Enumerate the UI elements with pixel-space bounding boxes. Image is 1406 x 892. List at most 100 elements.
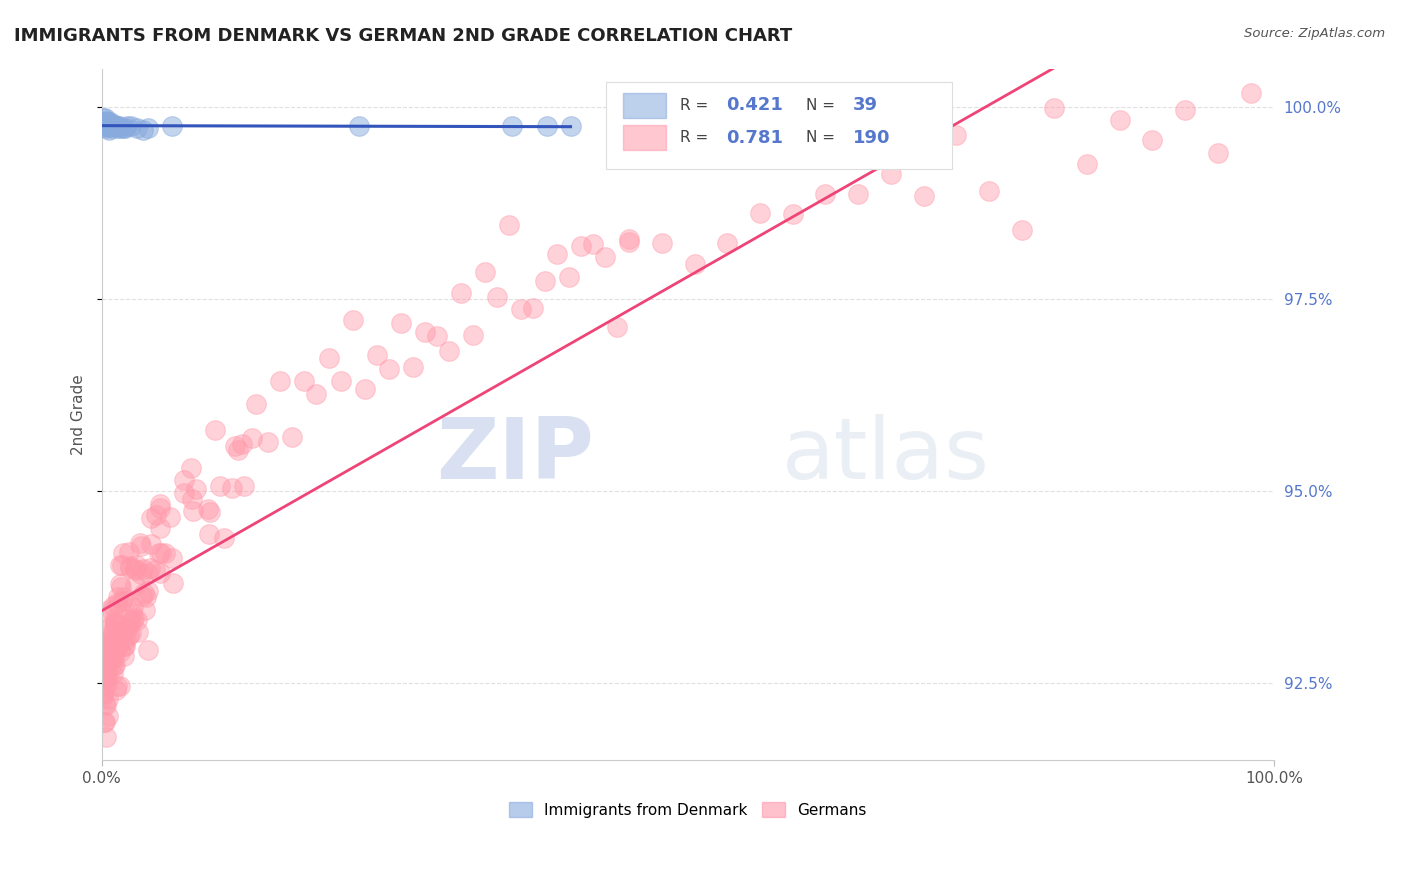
Point: [582, 236, 605, 251]
Point: [1206, 146, 1229, 161]
Point: [124, 563, 146, 577]
Point: [114, 639, 136, 653]
Point: [125, 121, 148, 136]
Point: [131, 589, 153, 603]
Point: [135, 590, 157, 604]
Point: [342, 313, 364, 327]
Point: [110, 580, 132, 594]
Text: 39: 39: [853, 96, 879, 114]
Point: [94, 644, 117, 658]
Point: [129, 536, 152, 550]
Point: [93, 714, 115, 729]
Point: [103, 599, 125, 613]
Point: [546, 246, 568, 260]
Point: [782, 207, 804, 221]
Point: [93, 656, 115, 670]
Point: [569, 239, 592, 253]
Point: [846, 186, 869, 201]
Point: [159, 509, 181, 524]
Point: [814, 187, 837, 202]
Point: [103, 639, 125, 653]
Point: [100, 657, 122, 672]
Point: [118, 545, 141, 559]
Point: [880, 168, 903, 182]
Point: [98, 632, 121, 646]
Point: [197, 527, 219, 541]
Point: [108, 645, 131, 659]
Point: [498, 218, 520, 232]
Point: [96, 677, 118, 691]
Point: [91, 673, 114, 688]
Point: [426, 329, 449, 343]
Point: [1174, 103, 1197, 117]
Point: [111, 593, 134, 607]
Point: [104, 612, 127, 626]
Point: [93, 686, 115, 700]
Point: [104, 119, 127, 133]
Point: [114, 625, 136, 640]
Point: [105, 683, 128, 698]
Point: [96, 113, 118, 128]
Point: [98, 621, 121, 635]
Point: [94, 714, 117, 729]
Point: [94, 698, 117, 713]
Point: [180, 460, 202, 475]
Point: [149, 497, 172, 511]
Point: [97, 709, 120, 723]
Point: [1011, 222, 1033, 236]
Point: [91, 687, 114, 701]
Point: [160, 550, 183, 565]
Point: [112, 639, 135, 653]
Point: [617, 232, 640, 246]
Point: [389, 316, 412, 330]
Point: [212, 532, 235, 546]
Point: [97, 669, 120, 683]
Point: [112, 634, 135, 648]
Point: [977, 184, 1000, 198]
Point: [107, 119, 129, 133]
Point: [127, 613, 149, 627]
Point: [558, 269, 581, 284]
Point: [1076, 157, 1098, 171]
Point: [108, 558, 131, 572]
Point: [100, 121, 122, 136]
Point: [96, 119, 118, 133]
Text: 190: 190: [853, 128, 890, 146]
Point: [105, 121, 128, 136]
Point: [97, 119, 120, 133]
Point: [294, 375, 316, 389]
Point: [94, 651, 117, 665]
Point: [197, 501, 219, 516]
Text: ZIP: ZIP: [436, 415, 593, 498]
Point: [111, 121, 134, 136]
Point: [101, 666, 124, 681]
Point: [560, 119, 582, 133]
Point: [120, 615, 142, 630]
Point: [134, 603, 156, 617]
Point: [104, 615, 127, 629]
Point: [98, 117, 121, 131]
Point: [162, 576, 184, 591]
Point: [617, 235, 640, 249]
Point: [204, 423, 226, 437]
Point: [118, 628, 141, 642]
Text: 0.781: 0.781: [727, 128, 783, 146]
Point: [94, 112, 117, 126]
Point: [104, 657, 127, 672]
Point: [107, 590, 129, 604]
Text: atlas: atlas: [782, 415, 990, 498]
Point: [127, 624, 149, 639]
Point: [111, 546, 134, 560]
Point: [94, 640, 117, 654]
FancyBboxPatch shape: [606, 82, 952, 169]
Point: [98, 119, 121, 133]
Point: [131, 561, 153, 575]
Point: [96, 117, 118, 131]
Point: [103, 624, 125, 638]
Point: [96, 117, 118, 131]
Point: [94, 671, 117, 685]
Point: [353, 382, 375, 396]
Point: [98, 115, 121, 129]
Point: [1108, 112, 1130, 127]
Point: [485, 289, 508, 303]
